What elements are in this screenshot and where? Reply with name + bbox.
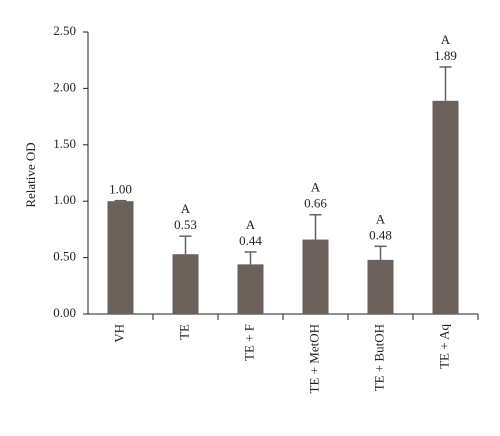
bar (432, 100, 459, 314)
bar (107, 201, 134, 314)
x-tick-label: TE + Aq (436, 324, 451, 369)
annotation: A (246, 217, 256, 232)
y-axis-label: Relative OD (23, 142, 38, 207)
y-tick-label: 1.50 (53, 136, 76, 151)
bar (172, 254, 199, 314)
annotation: A (181, 201, 191, 216)
bar (237, 264, 264, 314)
bar (367, 259, 394, 314)
x-tick-label: TE + MetOH (306, 324, 321, 393)
annotation: A (311, 180, 321, 195)
bar (302, 239, 329, 314)
y-tick-label: 2.00 (53, 79, 76, 94)
value-label: 0.44 (239, 233, 262, 248)
x-tick-label: VH (111, 324, 126, 343)
value-label: 1.00 (109, 182, 132, 197)
y-tick-label: 1.00 (53, 192, 76, 207)
x-tick-label: TE + ButOH (371, 324, 386, 391)
value-label: 0.48 (369, 227, 392, 242)
value-label: 1.89 (434, 48, 457, 63)
annotation: A (441, 32, 451, 47)
y-tick-label: 0.50 (53, 249, 76, 264)
x-tick-label: TE (176, 324, 191, 340)
value-label: 0.53 (174, 217, 197, 232)
y-tick-label: 2.50 (53, 23, 76, 38)
annotation: A (376, 211, 386, 226)
y-tick-label: 0.00 (53, 305, 76, 320)
x-tick-label: TE + F (241, 324, 256, 361)
value-label: 0.66 (304, 196, 327, 211)
